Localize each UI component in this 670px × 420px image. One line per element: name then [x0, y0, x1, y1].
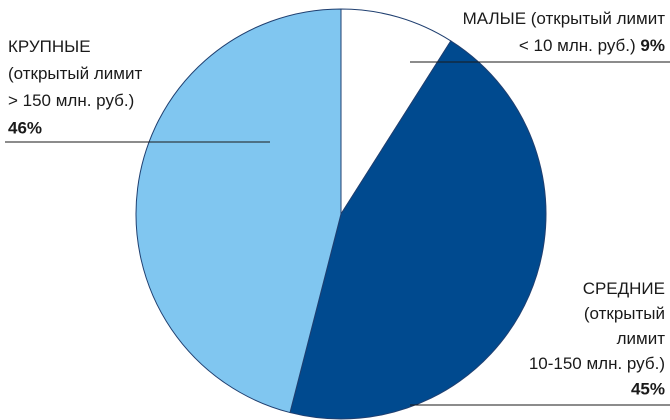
label-line: лимит	[617, 329, 666, 348]
slice-label: < 10 млн. руб.) 9%	[519, 36, 665, 55]
slice-label: (открытый лимит	[8, 64, 142, 83]
label-line: КРУПНЫЕ	[8, 37, 91, 56]
label-line: СРЕДНИЕ	[583, 279, 665, 298]
value-label: 46%	[8, 118, 42, 137]
slice-label: КРУПНЫЕ	[8, 37, 91, 56]
value-label: 45%	[631, 379, 665, 398]
slice-label: 10-150 млн. руб.)	[529, 354, 665, 373]
slice-label: МАЛЫЕ (открытый лимит	[463, 9, 666, 28]
label-line: 10-150 млн. руб.)	[529, 354, 665, 373]
slice-label: > 150 млн. руб.)	[8, 91, 134, 110]
value-label: 9%	[640, 36, 665, 55]
label-line: (открытый	[584, 304, 665, 323]
slice-label: СРЕДНИЕ	[583, 279, 665, 298]
pie-slice	[135, 8, 342, 414]
label-line: < 10 млн. руб.)	[519, 36, 636, 55]
label-line: > 150 млн. руб.)	[8, 91, 134, 110]
slice-label: (открытый	[584, 304, 665, 323]
slice-label: лимит	[617, 329, 666, 348]
pie-slice	[289, 40, 547, 420]
label-line: (открытый лимит	[8, 64, 142, 83]
label-line: МАЛЫЕ (открытый лимит	[463, 9, 666, 28]
pie	[135, 8, 547, 420]
pie-slice	[340, 8, 452, 216]
